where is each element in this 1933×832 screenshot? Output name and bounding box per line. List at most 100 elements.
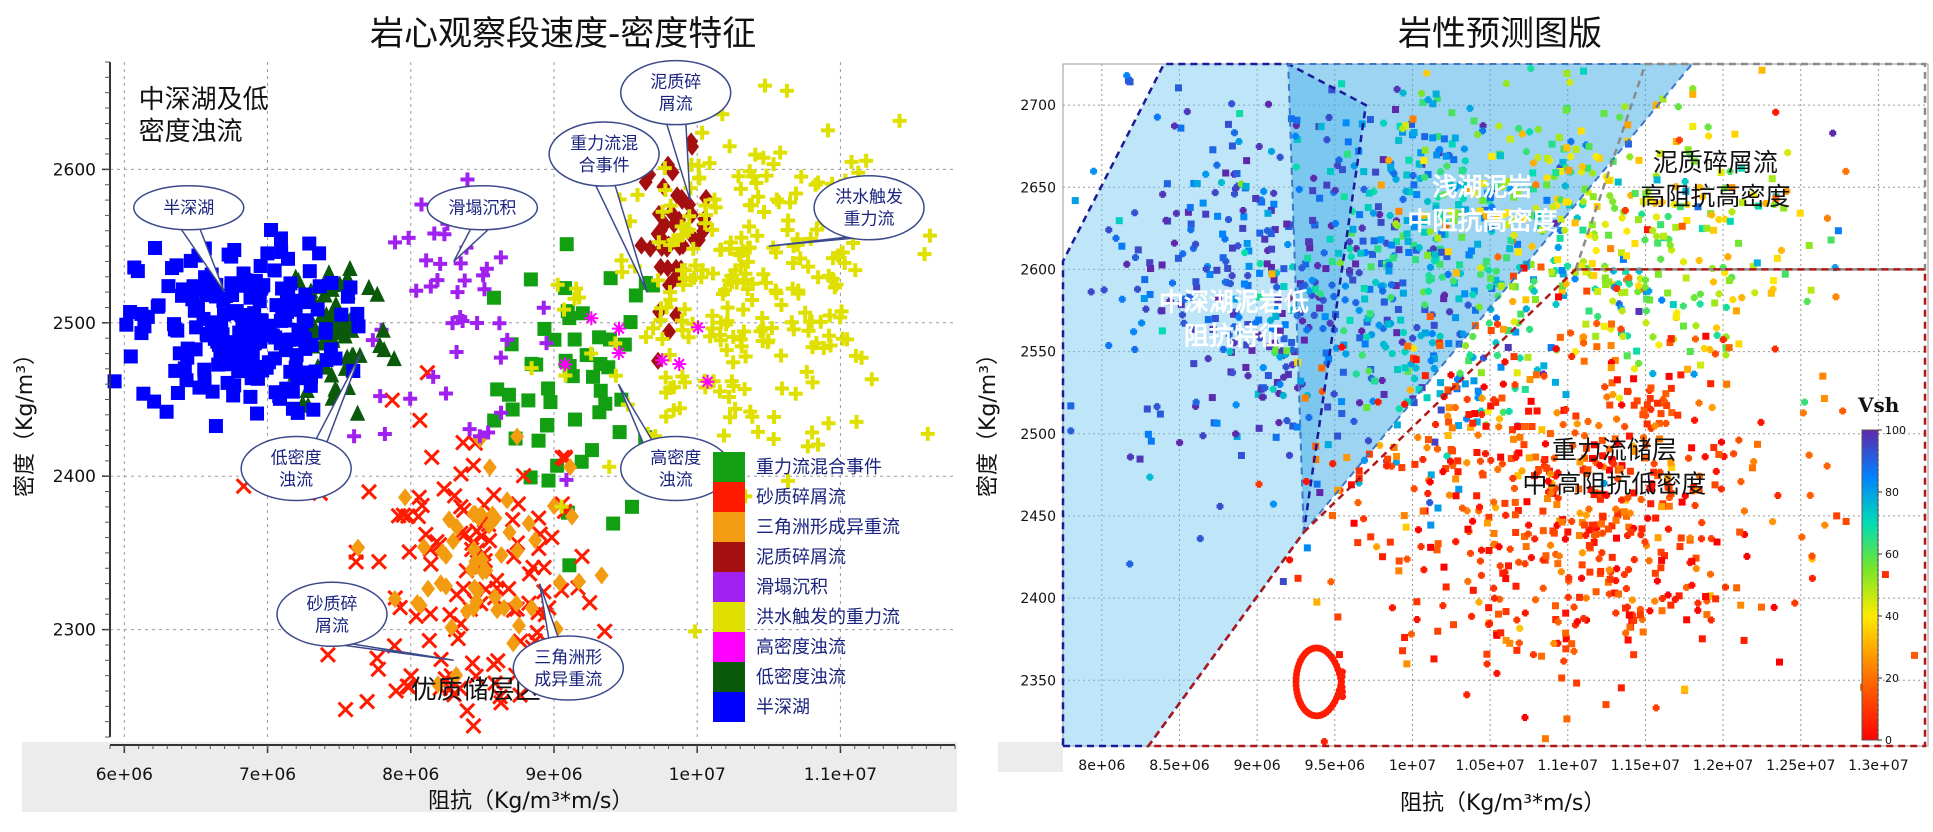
legend-swatch xyxy=(713,572,745,602)
data-point xyxy=(1280,265,1288,273)
data-point xyxy=(1642,441,1650,449)
data-point xyxy=(510,541,525,560)
data-point xyxy=(1471,410,1479,418)
data-point xyxy=(1514,240,1522,248)
data-point xyxy=(1202,265,1210,273)
data-point xyxy=(1550,640,1558,648)
region-deep-lake-fill xyxy=(1063,64,1366,746)
data-point xyxy=(1666,339,1674,347)
data-point xyxy=(1325,355,1333,363)
data-point xyxy=(360,483,378,500)
data-point xyxy=(705,222,720,237)
data-point xyxy=(1604,525,1612,533)
data-point xyxy=(1243,239,1251,247)
data-point xyxy=(241,363,256,378)
data-point xyxy=(1515,558,1523,566)
y-tick-label: 2300 xyxy=(53,621,96,641)
data-point xyxy=(1465,357,1473,365)
data-point xyxy=(1352,370,1360,378)
data-point xyxy=(134,326,149,341)
data-point xyxy=(1641,276,1649,284)
data-point xyxy=(1695,399,1703,407)
data-point xyxy=(1653,577,1661,585)
data-point xyxy=(1556,234,1564,242)
data-point xyxy=(1442,583,1450,591)
data-point xyxy=(1421,133,1429,141)
data-point xyxy=(1283,417,1291,425)
data-point xyxy=(1392,282,1400,290)
data-point xyxy=(1705,132,1713,140)
data-point xyxy=(1630,651,1638,659)
data-point xyxy=(1421,301,1429,309)
data-point xyxy=(1437,406,1445,414)
data-point xyxy=(1664,289,1672,297)
data-point xyxy=(1438,273,1446,281)
data-point xyxy=(1482,212,1490,220)
data-point xyxy=(1492,267,1500,275)
data-point xyxy=(1666,241,1674,249)
data-point xyxy=(1580,614,1588,622)
data-point xyxy=(351,538,366,557)
data-point xyxy=(1374,398,1382,406)
data-point xyxy=(1479,179,1487,187)
data-point xyxy=(337,701,354,718)
data-point xyxy=(1558,266,1566,274)
data-point xyxy=(1293,423,1301,431)
right-region-fills xyxy=(1063,64,1693,746)
data-point xyxy=(1420,566,1428,574)
data-point xyxy=(1264,372,1272,380)
data-point xyxy=(1384,455,1392,463)
data-point xyxy=(1464,525,1472,533)
data-point xyxy=(1551,378,1559,386)
data-point xyxy=(1404,398,1412,406)
data-point xyxy=(1590,538,1598,546)
data-point xyxy=(1644,514,1652,522)
data-point xyxy=(1494,465,1502,473)
data-point xyxy=(1842,167,1850,175)
data-point xyxy=(733,181,748,196)
data-point xyxy=(1463,507,1471,515)
data-point xyxy=(1491,541,1499,549)
data-point xyxy=(1608,379,1616,387)
data-point xyxy=(1564,593,1572,601)
data-point xyxy=(319,646,336,663)
data-point xyxy=(584,311,599,326)
data-point xyxy=(1370,377,1378,385)
data-point xyxy=(1384,320,1392,328)
data-point xyxy=(318,306,335,323)
data-point xyxy=(1715,450,1723,458)
data-point xyxy=(1531,296,1539,304)
data-point xyxy=(236,266,251,281)
data-point xyxy=(1243,341,1251,349)
data-point xyxy=(1600,322,1608,330)
data-point xyxy=(1326,319,1334,327)
data-point xyxy=(1659,396,1667,404)
data-point xyxy=(1180,295,1188,303)
data-point xyxy=(1158,327,1166,335)
data-point xyxy=(1256,260,1264,268)
data-point xyxy=(670,269,685,288)
data-point xyxy=(1647,500,1655,508)
region-label: 中-高阻抗低密度 xyxy=(1522,469,1706,498)
right-region-labels: 中深湖泥岩低阻抗特征浅湖泥岩中阻抗高密度泥质碎屑流高阻抗高密度重力流储层中-高阻… xyxy=(1159,148,1790,499)
data-point xyxy=(1521,422,1529,430)
data-point xyxy=(1552,168,1560,176)
data-point xyxy=(1648,480,1656,488)
data-point xyxy=(1691,416,1699,424)
data-point xyxy=(1394,366,1402,374)
data-point xyxy=(758,78,773,93)
data-point xyxy=(1702,593,1710,601)
data-point xyxy=(1415,385,1423,393)
data-point xyxy=(1425,436,1433,444)
data-point xyxy=(229,304,244,319)
data-point xyxy=(717,283,732,298)
data-point xyxy=(1226,348,1234,356)
data-point xyxy=(1427,521,1435,529)
data-point xyxy=(511,616,526,635)
data-point xyxy=(550,277,565,292)
data-point xyxy=(1592,588,1600,596)
data-point xyxy=(1664,591,1672,599)
data-point xyxy=(268,330,283,345)
data-point xyxy=(1302,260,1310,268)
data-point xyxy=(1439,468,1447,476)
